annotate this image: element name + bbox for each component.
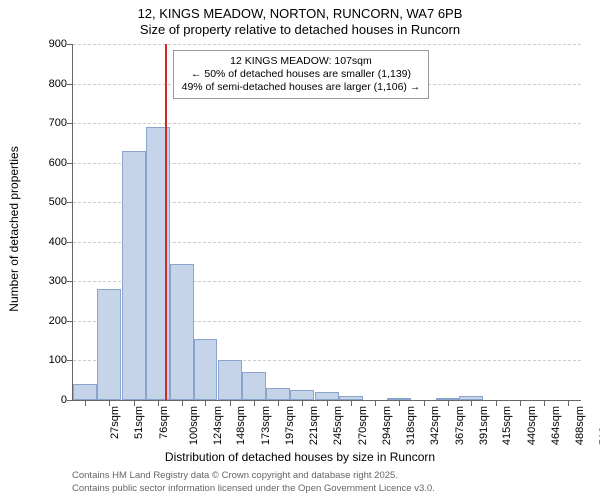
- histogram-bar: [73, 384, 97, 400]
- histogram-bar: [266, 388, 290, 400]
- x-tick-label: 367sqm: [454, 406, 466, 445]
- annotation-line3: 49% of semi-detached houses are larger (…: [182, 81, 421, 94]
- y-tick-label: 700: [27, 117, 67, 129]
- footer-copyright: Contains HM Land Registry data © Crown c…: [72, 470, 398, 481]
- plot-area: 010020030040050060070080090027sqm51sqm76…: [72, 44, 581, 401]
- x-tick-label: 27sqm: [109, 406, 121, 439]
- x-tick: [278, 400, 279, 406]
- x-tick-label: 318sqm: [405, 406, 417, 445]
- x-tick-label: 124sqm: [212, 406, 224, 445]
- x-tick: [182, 400, 183, 406]
- y-tick: [67, 360, 73, 361]
- y-tick: [67, 202, 73, 203]
- x-tick: [230, 400, 231, 406]
- x-tick-label: 342sqm: [429, 406, 441, 445]
- x-tick: [158, 400, 159, 406]
- histogram-bar: [170, 264, 194, 400]
- annotation-line2: ← 50% of detached houses are smaller (1,…: [182, 68, 421, 81]
- x-tick-label: 173sqm: [261, 406, 273, 445]
- y-tick: [67, 321, 73, 322]
- chart-container: 12, KINGS MEADOW, NORTON, RUNCORN, WA7 6…: [0, 0, 600, 500]
- chart-title-line1: 12, KINGS MEADOW, NORTON, RUNCORN, WA7 6…: [0, 6, 600, 21]
- x-tick: [351, 400, 352, 406]
- histogram-bar: [315, 392, 339, 400]
- x-tick-label: 245sqm: [332, 406, 344, 445]
- y-tick-label: 400: [27, 236, 67, 248]
- y-tick: [67, 123, 73, 124]
- x-tick-label: 464sqm: [550, 406, 562, 445]
- x-tick: [471, 400, 472, 406]
- y-tick-label: 900: [27, 38, 67, 50]
- annotation-box: 12 KINGS MEADOW: 107sqm← 50% of detached…: [173, 50, 430, 99]
- x-tick: [448, 400, 449, 406]
- x-tick-label: 391sqm: [478, 406, 490, 445]
- footer-licence: Contains public sector information licen…: [72, 483, 435, 494]
- x-tick: [375, 400, 376, 406]
- x-tick: [544, 400, 545, 406]
- grid-line: [73, 123, 581, 124]
- histogram-bar: [97, 289, 121, 400]
- x-tick-label: 148sqm: [236, 406, 248, 445]
- x-tick-label: 415sqm: [502, 406, 514, 445]
- marker-line: [165, 44, 167, 400]
- x-tick: [302, 400, 303, 406]
- y-axis-title: Number of detached properties: [7, 146, 21, 311]
- x-tick-label: 100sqm: [188, 406, 200, 445]
- y-tick: [67, 84, 73, 85]
- x-tick-label: 197sqm: [284, 406, 296, 445]
- x-tick-label: 221sqm: [308, 406, 320, 445]
- x-axis-title: Distribution of detached houses by size …: [0, 450, 600, 464]
- y-tick-label: 200: [27, 315, 67, 327]
- x-tick: [85, 400, 86, 406]
- y-tick: [67, 281, 73, 282]
- histogram-bar: [290, 390, 314, 400]
- y-tick: [67, 44, 73, 45]
- x-tick: [424, 400, 425, 406]
- x-tick-label: 76sqm: [158, 406, 170, 439]
- y-tick-label: 800: [27, 78, 67, 90]
- y-tick: [67, 163, 73, 164]
- x-tick: [205, 400, 206, 406]
- x-tick: [109, 400, 110, 406]
- y-tick-label: 500: [27, 196, 67, 208]
- histogram-bar: [242, 372, 266, 400]
- x-tick-label: 51sqm: [133, 406, 145, 439]
- x-tick: [399, 400, 400, 406]
- y-tick-label: 0: [27, 394, 67, 406]
- y-tick: [67, 400, 73, 401]
- x-tick: [520, 400, 521, 406]
- histogram-bar: [218, 360, 242, 400]
- chart-title-line2: Size of property relative to detached ho…: [0, 22, 600, 37]
- x-tick: [327, 400, 328, 406]
- x-tick: [496, 400, 497, 406]
- x-tick: [254, 400, 255, 406]
- grid-line: [73, 44, 581, 45]
- annotation-line1: 12 KINGS MEADOW: 107sqm: [182, 55, 421, 68]
- y-tick-label: 300: [27, 275, 67, 287]
- histogram-bar: [122, 151, 146, 400]
- histogram-bar: [194, 339, 218, 400]
- y-tick-label: 600: [27, 157, 67, 169]
- x-tick: [568, 400, 569, 406]
- x-tick-label: 294sqm: [381, 406, 393, 445]
- x-tick-label: 270sqm: [357, 406, 369, 445]
- y-tick-label: 100: [27, 354, 67, 366]
- x-tick: [134, 400, 135, 406]
- y-tick: [67, 242, 73, 243]
- x-tick-label: 488sqm: [574, 406, 586, 445]
- x-tick-label: 440sqm: [526, 406, 538, 445]
